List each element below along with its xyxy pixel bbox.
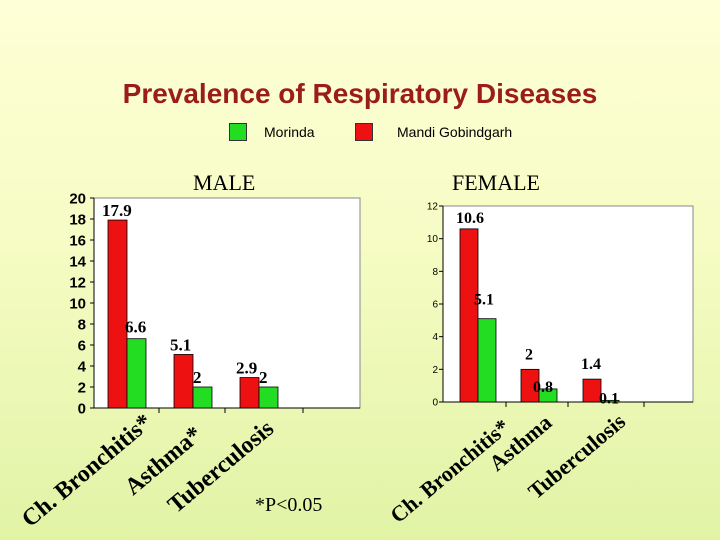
female-data-label: 10.6 [456, 210, 484, 227]
female-bar-mandi-gobindgarh [520, 368, 540, 403]
male-ytick-label: 2 [78, 379, 86, 396]
male-bar-mandi-gobindgarh [107, 219, 128, 409]
female-data-label: 5.1 [474, 292, 494, 309]
female-ytick-label: 0 [432, 398, 438, 409]
male-data-label: 6.6 [125, 318, 146, 337]
male-bar-morinda [258, 386, 279, 409]
legend-label-morinda: Morinda [264, 124, 315, 140]
male-bar-mandi-gobindgarh [173, 354, 194, 409]
significance-footnote: *P<0.05 [255, 494, 323, 516]
male-ytick-label: 6 [78, 337, 86, 354]
chart-title: Prevalence of Respiratory Diseases [122, 78, 598, 109]
legend-swatch-morinda [229, 123, 247, 141]
male-ytick-label: 20 [69, 190, 86, 207]
male-ytick-label: 0 [78, 400, 86, 417]
male-bar-mandi-gobindgarh [239, 377, 260, 409]
male-chart-heading: MALE [193, 170, 256, 195]
male-ytick-label: 10 [69, 295, 86, 312]
female-data-label: 0.1 [599, 390, 619, 407]
female-ytick-label: 8 [432, 267, 438, 278]
male-ytick-label: 12 [69, 274, 86, 291]
male-ytick-label: 18 [69, 211, 86, 228]
female-bar-mandi-gobindgarh [582, 378, 602, 403]
male-ytick-label: 4 [78, 358, 87, 375]
male-ytick-label: 8 [78, 316, 86, 333]
female-ytick-label: 12 [427, 202, 439, 213]
female-ytick-label: 2 [432, 365, 438, 376]
female-chart-heading: FEMALE [452, 170, 540, 195]
male-ytick-label: 14 [69, 253, 86, 270]
female-bar-mandi-gobindgarh [459, 228, 479, 403]
female-data-label: 1.4 [581, 356, 601, 373]
male-ytick-label: 16 [69, 232, 86, 249]
male-data-label: 2 [193, 368, 202, 387]
male-bar-morinda [126, 338, 147, 409]
female-data-label: 0.8 [533, 379, 553, 396]
male-data-label: 5.1 [170, 335, 191, 354]
female-bar-morinda [538, 388, 558, 403]
male-data-label: 17.9 [102, 201, 132, 220]
female-bar-morinda [477, 318, 497, 403]
female-data-label: 2 [525, 346, 533, 363]
female-ytick-label: 6 [432, 300, 438, 311]
male-data-label: 2 [259, 368, 268, 387]
male-bar-morinda [192, 386, 213, 409]
female-ytick-label: 4 [432, 332, 438, 343]
male-data-label: 2.9 [236, 359, 257, 378]
female-bar-morinda [600, 399, 620, 403]
female-ytick-label: 10 [427, 234, 439, 245]
legend-swatch-mandi-gobindgarh [355, 123, 373, 141]
legend-label-mandi-gobindgarh: Mandi Gobindgarh [397, 124, 513, 140]
